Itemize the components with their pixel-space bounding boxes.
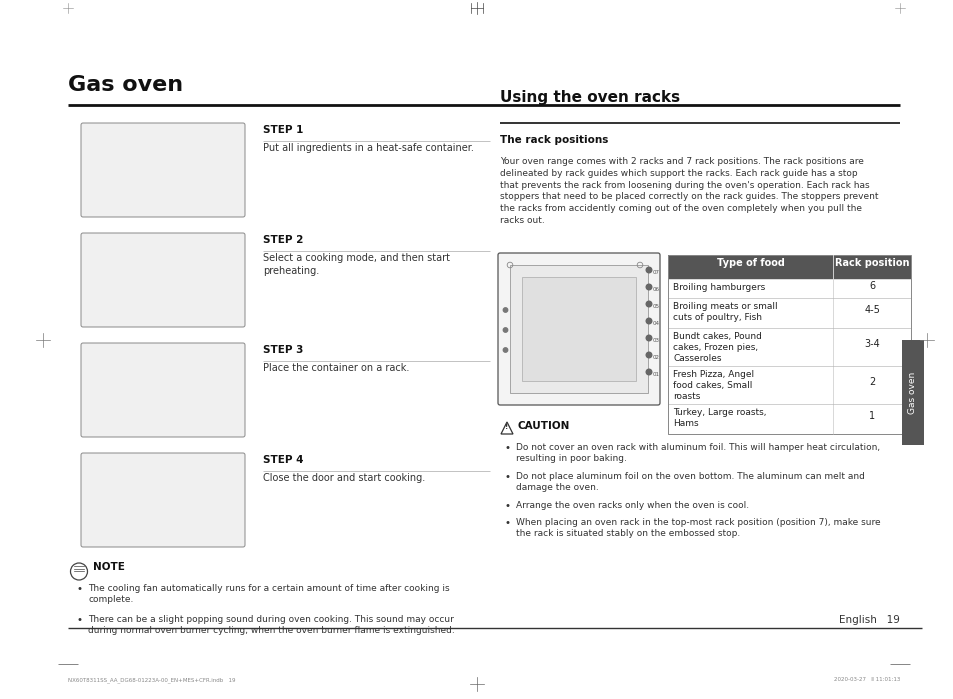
- Bar: [510, 265, 647, 393]
- Text: Turkey, Large roasts,
Hams: Turkey, Large roasts, Hams: [672, 408, 765, 428]
- Text: Broiling meats or small
cuts of poultry, Fish: Broiling meats or small cuts of poultry,…: [672, 302, 777, 322]
- Text: Fresh Pizza, Angel
food cakes, Small
roasts: Fresh Pizza, Angel food cakes, Small roa…: [672, 370, 753, 401]
- Circle shape: [503, 308, 507, 312]
- Text: Close the door and start cooking.: Close the door and start cooking.: [263, 473, 425, 483]
- Text: Type of food: Type of food: [716, 258, 783, 268]
- Text: There can be a slight popping sound during oven cooking. This sound may occur
du: There can be a slight popping sound duri…: [88, 615, 455, 635]
- Text: STEP 4: STEP 4: [263, 455, 303, 465]
- Text: Your oven range comes with 2 racks and 7 rack positions. The rack positions are
: Your oven range comes with 2 racks and 7…: [499, 157, 878, 225]
- Text: 03: 03: [652, 338, 659, 343]
- Text: Gas oven: Gas oven: [907, 371, 917, 414]
- Text: Arrange the oven racks only when the oven is cool.: Arrange the oven racks only when the ove…: [516, 501, 748, 510]
- Text: 01: 01: [652, 372, 659, 377]
- Bar: [667, 255, 910, 279]
- Circle shape: [645, 352, 651, 358]
- Text: STEP 2: STEP 2: [263, 235, 303, 245]
- Text: When placing an oven rack in the top-most rack position (position 7), make sure
: When placing an oven rack in the top-mos…: [516, 518, 880, 538]
- Text: !: !: [505, 424, 508, 430]
- Text: Select a cooking mode, and then start
preheating.: Select a cooking mode, and then start pr…: [263, 253, 450, 276]
- Text: Bundt cakes, Pound
cakes, Frozen pies,
Casseroles: Bundt cakes, Pound cakes, Frozen pies, C…: [672, 332, 761, 363]
- Bar: [667, 298, 910, 328]
- FancyBboxPatch shape: [81, 343, 245, 437]
- Bar: [667, 279, 910, 298]
- Circle shape: [645, 267, 651, 273]
- Text: 4-5: 4-5: [863, 305, 879, 315]
- Text: 6: 6: [868, 280, 874, 291]
- Text: •: •: [503, 501, 510, 511]
- Bar: [901, 340, 923, 445]
- Bar: [667, 255, 910, 434]
- Text: Do not cover an oven rack with aluminum foil. This will hamper heat circulation,: Do not cover an oven rack with aluminum …: [516, 443, 880, 463]
- Text: 2: 2: [868, 377, 874, 387]
- FancyBboxPatch shape: [497, 253, 659, 405]
- Text: •: •: [503, 443, 510, 453]
- Circle shape: [645, 318, 651, 324]
- Text: Broiling hamburgers: Broiling hamburgers: [672, 283, 764, 292]
- Bar: [667, 366, 910, 404]
- Text: Place the container on a rack.: Place the container on a rack.: [263, 363, 409, 373]
- Text: •: •: [503, 518, 510, 528]
- Bar: [667, 404, 910, 434]
- Text: English   19: English 19: [839, 615, 899, 625]
- Text: STEP 1: STEP 1: [263, 125, 303, 135]
- Text: Gas oven: Gas oven: [68, 75, 183, 95]
- Circle shape: [503, 348, 507, 352]
- Text: 3-4: 3-4: [863, 339, 879, 349]
- Text: 05: 05: [652, 304, 659, 309]
- FancyBboxPatch shape: [81, 123, 245, 217]
- Text: CAUTION: CAUTION: [517, 421, 569, 431]
- Text: Using the oven racks: Using the oven racks: [499, 90, 679, 105]
- Text: Rack position: Rack position: [834, 258, 908, 268]
- FancyBboxPatch shape: [81, 233, 245, 327]
- Text: 1: 1: [868, 411, 874, 421]
- Text: 06: 06: [652, 287, 659, 292]
- Text: Do not place aluminum foil on the oven bottom. The aluminum can melt and
damage : Do not place aluminum foil on the oven b…: [516, 472, 864, 493]
- Text: NX60T8311SS_AA_DG68-01223A-00_EN+MES+CFR.indb   19: NX60T8311SS_AA_DG68-01223A-00_EN+MES+CFR…: [68, 677, 235, 683]
- Text: STEP 3: STEP 3: [263, 345, 303, 355]
- Text: 2020-03-27   Ⅱ 11:01:13: 2020-03-27 Ⅱ 11:01:13: [833, 677, 899, 682]
- Text: 04: 04: [652, 321, 659, 326]
- Text: Put all ingredients in a heat-safe container.: Put all ingredients in a heat-safe conta…: [263, 143, 474, 153]
- Bar: [521, 277, 636, 381]
- Text: 02: 02: [652, 355, 659, 360]
- Text: 07: 07: [652, 270, 659, 275]
- Text: •: •: [503, 472, 510, 482]
- Circle shape: [645, 284, 651, 290]
- Text: The rack positions: The rack positions: [499, 135, 608, 145]
- Circle shape: [645, 301, 651, 307]
- Bar: [667, 328, 910, 366]
- FancyBboxPatch shape: [81, 453, 245, 547]
- Text: •: •: [76, 584, 82, 594]
- Circle shape: [645, 369, 651, 375]
- Text: The cooling fan automatically runs for a certain amount of time after cooking is: The cooling fan automatically runs for a…: [88, 584, 449, 605]
- Circle shape: [645, 336, 651, 341]
- Text: •: •: [76, 615, 82, 625]
- Circle shape: [503, 328, 507, 332]
- Text: NOTE: NOTE: [92, 562, 125, 572]
